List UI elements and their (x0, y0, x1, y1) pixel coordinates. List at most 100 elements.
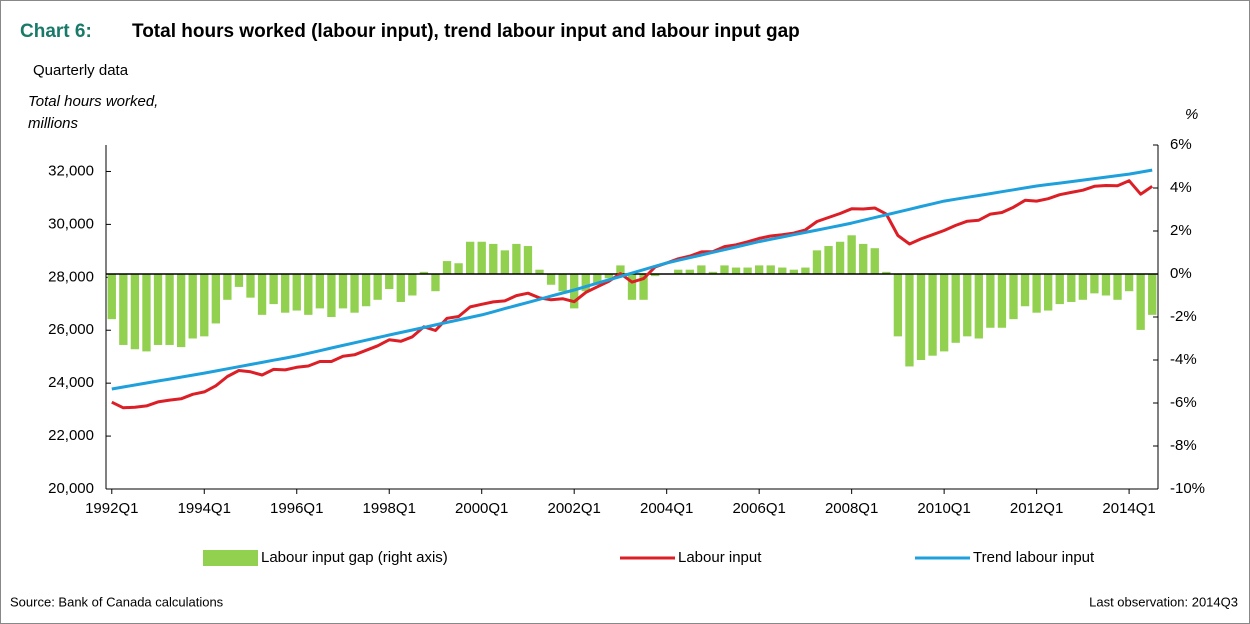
bar (997, 274, 1007, 328)
bar (315, 274, 325, 309)
x-tick-label: 2014Q1 (1102, 500, 1155, 517)
bar (1055, 274, 1064, 305)
bar (674, 269, 683, 274)
bar (1044, 274, 1053, 311)
bar (338, 274, 348, 309)
bar (546, 274, 556, 285)
bar (650, 274, 660, 277)
bar (281, 274, 290, 313)
bar (431, 274, 440, 292)
bar (974, 274, 983, 339)
bar (766, 265, 775, 274)
bar (1078, 274, 1088, 300)
bar (1124, 274, 1134, 292)
bar (350, 274, 359, 313)
line (111, 168, 1153, 391)
bar (1067, 274, 1076, 302)
bar (685, 269, 694, 274)
bar (789, 269, 799, 274)
x-tick-label: 2006Q1 (732, 500, 785, 517)
bar (512, 243, 521, 274)
bar (778, 267, 787, 274)
chart-label: Chart 6: (20, 21, 92, 42)
bar (986, 274, 995, 328)
bar (1148, 274, 1157, 315)
bar (928, 274, 937, 356)
bar (1020, 274, 1030, 307)
y2-tick-label: -10% (1170, 480, 1205, 497)
bar (442, 261, 452, 274)
y2-tick-label: 6% (1170, 136, 1192, 153)
bar (939, 274, 949, 352)
bar (882, 271, 891, 274)
bar (558, 274, 567, 292)
y2-tick-label: -4% (1170, 351, 1197, 368)
y2-tick-label: -8% (1170, 437, 1197, 454)
x-tick-label: 2008Q1 (825, 500, 878, 517)
line (111, 179, 1154, 410)
bar (847, 235, 856, 274)
bar (327, 274, 336, 317)
bar (731, 267, 741, 274)
bar (1101, 274, 1111, 296)
bar (257, 274, 267, 315)
bar (1009, 274, 1018, 320)
bar (153, 274, 163, 345)
bar (963, 274, 972, 337)
bar (489, 243, 498, 274)
bar (1113, 274, 1122, 300)
bar (859, 243, 868, 274)
bar (870, 248, 879, 274)
y-tick-label: 30,000 (48, 215, 94, 232)
y-axis-label: millions (28, 115, 79, 132)
subtitle: Quarterly data (33, 62, 129, 79)
x-tick-label: 2004Q1 (640, 500, 693, 517)
bar (500, 250, 509, 274)
x-tick-label: 1992Q1 (85, 500, 138, 517)
chart-title: Total hours worked (labour input), trend… (132, 21, 800, 42)
bar (1136, 274, 1145, 330)
bar (604, 274, 614, 279)
bar (639, 274, 648, 300)
bar (361, 274, 371, 307)
bar (107, 274, 116, 320)
x-tick-label: 2002Q1 (548, 500, 601, 517)
bar (916, 274, 926, 360)
bar (176, 274, 186, 348)
bar (269, 274, 278, 305)
y-axis-label: Total hours worked, (28, 93, 158, 110)
bar (211, 274, 220, 324)
x-tick-label: 2000Q1 (455, 500, 508, 517)
bar (616, 265, 625, 274)
y-tick-label: 20,000 (48, 480, 94, 497)
bar (951, 274, 960, 343)
bar (292, 274, 301, 311)
bar (165, 274, 174, 345)
bar (200, 274, 209, 337)
y-tick-label: 22,000 (48, 427, 94, 444)
legend-swatch (203, 550, 258, 566)
y2-tick-label: 0% (1170, 265, 1192, 282)
legend-label: Labour input gap (right axis) (261, 549, 448, 566)
note: Last observation: 2014Q3 (1089, 594, 1238, 609)
bar (835, 241, 845, 274)
y-tick-label: 32,000 (48, 162, 94, 179)
bar (743, 267, 752, 274)
bar (396, 274, 405, 302)
y2-tick-label: 2% (1170, 222, 1192, 239)
bar (119, 274, 128, 345)
x-tick-label: 1998Q1 (363, 500, 416, 517)
bar (801, 267, 810, 274)
bar (477, 241, 486, 274)
bar (408, 274, 417, 296)
y-tick-label: 26,000 (48, 321, 94, 338)
source: Source: Bank of Canada calculations (10, 594, 224, 609)
bar (142, 274, 151, 352)
bar (523, 246, 533, 274)
bar (812, 250, 822, 274)
y-tick-label: 28,000 (48, 268, 94, 285)
legend-label: Labour input (678, 549, 762, 566)
bar (246, 274, 255, 298)
